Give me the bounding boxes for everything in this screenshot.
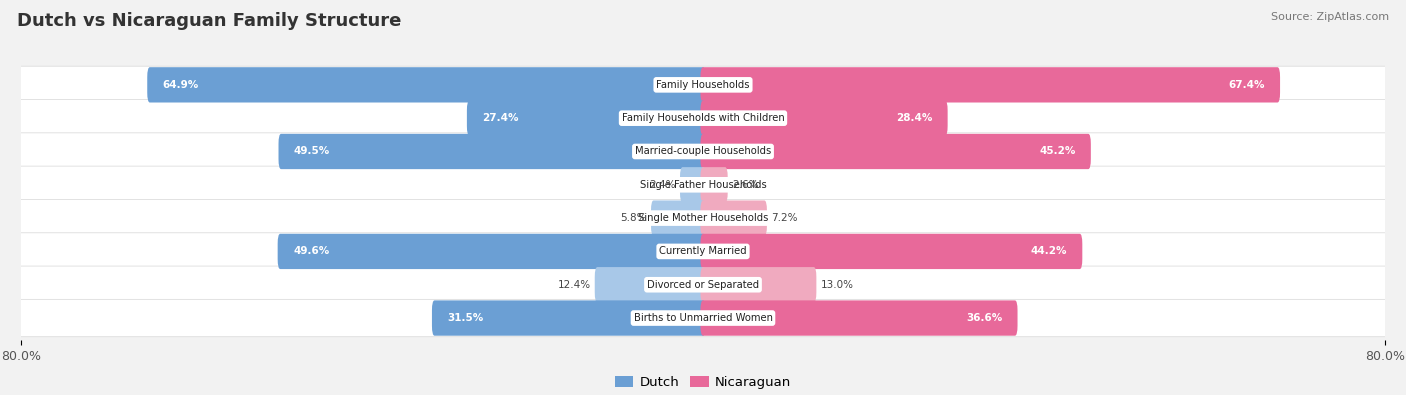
Text: Single Father Households: Single Father Households — [640, 180, 766, 190]
Text: Dutch vs Nicaraguan Family Structure: Dutch vs Nicaraguan Family Structure — [17, 12, 401, 30]
Text: 2.4%: 2.4% — [650, 180, 676, 190]
FancyBboxPatch shape — [595, 267, 706, 303]
Text: 31.5%: 31.5% — [447, 313, 484, 323]
Text: 45.2%: 45.2% — [1039, 147, 1076, 156]
Text: 49.6%: 49.6% — [292, 246, 329, 256]
FancyBboxPatch shape — [278, 134, 706, 169]
Text: 5.8%: 5.8% — [620, 213, 647, 223]
Text: Family Households with Children: Family Households with Children — [621, 113, 785, 123]
Text: 64.9%: 64.9% — [163, 80, 198, 90]
Text: 49.5%: 49.5% — [294, 147, 330, 156]
FancyBboxPatch shape — [681, 167, 706, 203]
FancyBboxPatch shape — [700, 300, 1018, 336]
FancyBboxPatch shape — [467, 100, 706, 136]
Text: 44.2%: 44.2% — [1031, 246, 1067, 256]
Text: Family Households: Family Households — [657, 80, 749, 90]
FancyBboxPatch shape — [148, 67, 706, 103]
FancyBboxPatch shape — [20, 166, 1386, 203]
FancyBboxPatch shape — [20, 199, 1386, 237]
Text: 67.4%: 67.4% — [1229, 80, 1265, 90]
Text: 36.6%: 36.6% — [966, 313, 1002, 323]
FancyBboxPatch shape — [20, 299, 1386, 337]
Text: 13.0%: 13.0% — [821, 280, 853, 290]
FancyBboxPatch shape — [277, 234, 706, 269]
FancyBboxPatch shape — [700, 134, 1091, 169]
Text: Divorced or Separated: Divorced or Separated — [647, 280, 759, 290]
Text: Source: ZipAtlas.com: Source: ZipAtlas.com — [1271, 12, 1389, 22]
FancyBboxPatch shape — [700, 234, 1083, 269]
FancyBboxPatch shape — [651, 200, 706, 236]
Text: Single Mother Households: Single Mother Households — [638, 213, 768, 223]
FancyBboxPatch shape — [20, 133, 1386, 170]
Text: Currently Married: Currently Married — [659, 246, 747, 256]
Text: 2.6%: 2.6% — [733, 180, 758, 190]
Text: 27.4%: 27.4% — [482, 113, 519, 123]
FancyBboxPatch shape — [20, 266, 1386, 303]
FancyBboxPatch shape — [20, 233, 1386, 270]
FancyBboxPatch shape — [700, 100, 948, 136]
FancyBboxPatch shape — [20, 66, 1386, 103]
Text: 7.2%: 7.2% — [772, 213, 797, 223]
FancyBboxPatch shape — [20, 100, 1386, 137]
FancyBboxPatch shape — [432, 300, 706, 336]
FancyBboxPatch shape — [700, 67, 1279, 103]
FancyBboxPatch shape — [700, 167, 728, 203]
Text: Births to Unmarried Women: Births to Unmarried Women — [634, 313, 772, 323]
Text: Married-couple Households: Married-couple Households — [636, 147, 770, 156]
Text: 12.4%: 12.4% — [557, 280, 591, 290]
FancyBboxPatch shape — [700, 267, 817, 303]
Legend: Dutch, Nicaraguan: Dutch, Nicaraguan — [609, 371, 797, 394]
FancyBboxPatch shape — [700, 200, 766, 236]
Text: 28.4%: 28.4% — [896, 113, 932, 123]
